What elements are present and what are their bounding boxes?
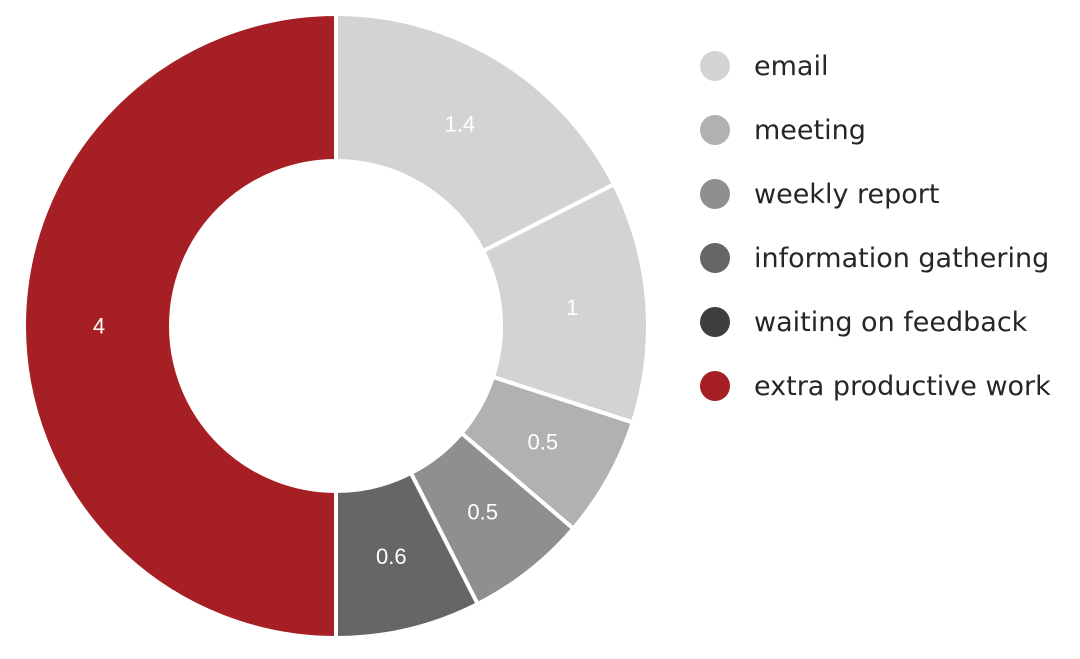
legend-item-weekly-report: weekly report — [700, 162, 1051, 226]
legend-label: waiting on feedback — [754, 306, 1028, 338]
legend-label: email — [754, 50, 829, 82]
slice-value-label: 0.6 — [376, 544, 407, 569]
slice-value-label: 0.5 — [467, 500, 498, 525]
slice-value-label: 0.5 — [527, 429, 558, 454]
legend-item-extra-productive-work: extra productive work — [700, 354, 1051, 418]
donut-slice-email-0 — [334, 11, 617, 254]
legend-swatch — [700, 243, 730, 273]
legend-swatch — [700, 179, 730, 209]
donut-chart: 1.4 1 0.5 0.5 0.6 4 — [22, 11, 648, 641]
legend-label: information gathering — [754, 242, 1050, 274]
legend-label: meeting — [754, 114, 866, 146]
slice-value-label: 4 — [93, 314, 105, 339]
legend-item-meeting: meeting — [700, 98, 1051, 162]
chart-legend: email meeting weekly report information gat… — [700, 34, 1051, 418]
donut-slice-extra-productive-work-5 — [22, 11, 338, 641]
legend-item-email: email — [700, 34, 1051, 98]
legend-swatch — [700, 115, 730, 145]
legend-item-information-gathering: information gathering — [700, 226, 1051, 290]
legend-swatch — [700, 307, 730, 337]
legend-swatch — [700, 51, 730, 81]
legend-label: weekly report — [754, 178, 940, 210]
legend-item-waiting-on-feedback: waiting on feedback — [700, 290, 1051, 354]
slice-value-label: 1.4 — [445, 111, 476, 136]
slice-value-label: 1 — [566, 295, 578, 320]
legend-swatch — [700, 371, 730, 401]
legend-label: extra productive work — [754, 370, 1051, 402]
